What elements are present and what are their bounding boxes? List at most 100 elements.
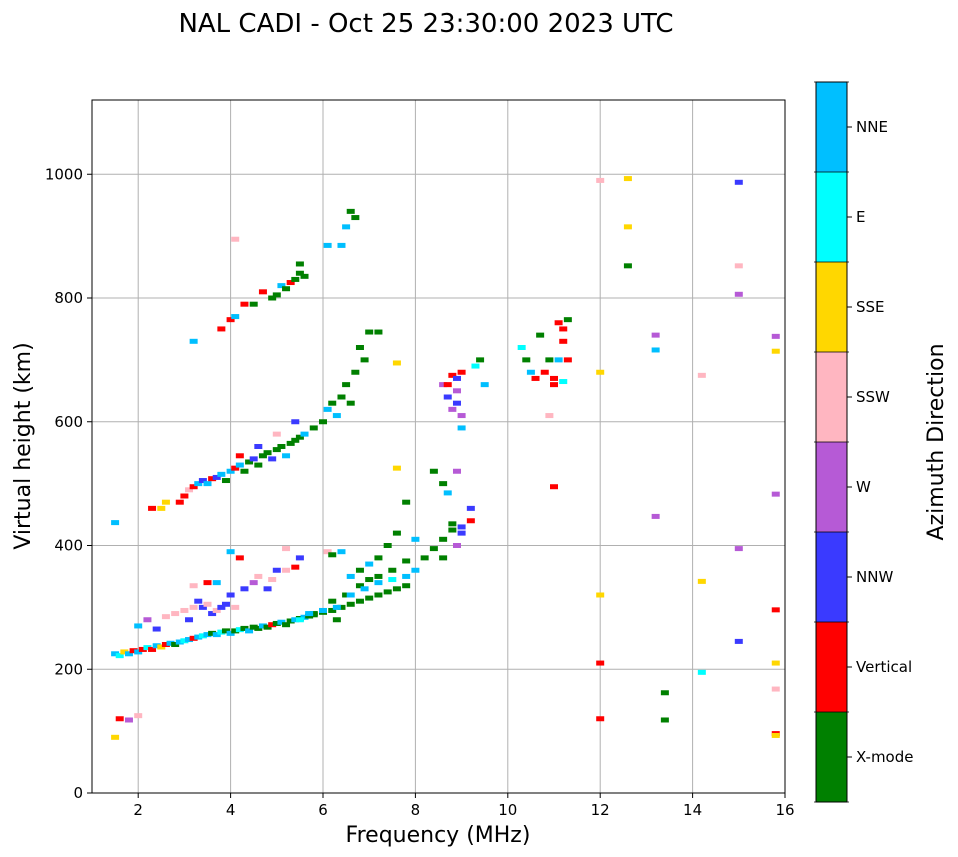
data-point-x-mode (171, 642, 180, 647)
data-point-w (124, 717, 133, 723)
data-point-e (471, 363, 480, 369)
colorbar-label-w: W (856, 478, 871, 496)
data-point-nne (346, 573, 355, 579)
data-point-nnw (452, 400, 461, 406)
x-tick-label: 10 (498, 801, 517, 819)
x-tick-label: 16 (775, 801, 794, 819)
data-point-vertical (268, 622, 277, 628)
data-point-vertical (189, 635, 198, 641)
data-point-x-mode (374, 555, 383, 561)
data-point-x-mode (231, 628, 240, 634)
data-point-nnw (249, 456, 258, 462)
data-point-x-mode (365, 595, 374, 601)
data-point-vertical (226, 317, 235, 323)
data-point-x-mode (272, 447, 281, 453)
data-point-nne (402, 573, 411, 579)
data-point-nnw (198, 478, 207, 484)
x-tick-label: 2 (133, 801, 143, 819)
data-point-x-mode (660, 717, 669, 723)
data-point-vertical (161, 642, 170, 647)
data-point-vertical (550, 484, 558, 490)
y-tick-label: 0 (73, 784, 83, 802)
data-point-sse (157, 505, 166, 511)
colorbar-label: Azimuth Direction (924, 343, 949, 540)
data-point-vertical (457, 369, 466, 375)
data-point-nne (217, 471, 226, 477)
data-point-nne (194, 481, 203, 487)
data-point-x-mode (300, 273, 309, 279)
data-point-x-mode (249, 624, 258, 630)
data-point-vertical (235, 453, 244, 459)
colorbar-segment (816, 172, 847, 262)
data-point-sse (120, 649, 129, 655)
data-point-w (452, 468, 461, 474)
data-point-x-mode (332, 617, 341, 623)
data-point-ssw (323, 549, 332, 555)
data-point-x-mode (291, 437, 300, 443)
x-tick-label: 8 (411, 801, 421, 819)
data-point-x-mode (295, 261, 304, 267)
data-point-nnw (452, 375, 461, 381)
data-point-ssw (134, 713, 143, 719)
data-point-nnw (295, 555, 304, 561)
data-point-x-mode (365, 577, 374, 583)
y-tick-label: 400 (54, 537, 83, 555)
data-point-x-mode (309, 611, 318, 617)
data-point-w (249, 580, 258, 586)
data-point-nnw (457, 530, 466, 536)
data-point-x-mode (388, 567, 397, 573)
data-point-x-mode (383, 543, 392, 548)
data-point-x-mode (374, 329, 383, 335)
colorbar-segment (816, 442, 847, 532)
data-point-nne (411, 536, 420, 542)
colorbar-label-nne: NNE (856, 118, 888, 136)
data-point-e (217, 629, 226, 635)
data-point-nne (175, 639, 184, 645)
data-point-x-mode (342, 382, 351, 388)
colorbar-segment (816, 352, 847, 442)
data-point-x-mode (360, 357, 369, 363)
data-point-nnw (254, 444, 263, 449)
data-point-nnw (185, 617, 194, 623)
data-point-x-mode (258, 453, 267, 459)
data-point-x-mode (328, 400, 337, 406)
data-point-vertical (180, 493, 189, 499)
data-point-nne (212, 580, 221, 586)
data-point-w (651, 332, 660, 338)
x-tick-label: 4 (226, 801, 236, 819)
y-tick-label: 200 (54, 660, 83, 678)
data-point-sse (392, 360, 401, 366)
data-point-nne (457, 425, 466, 431)
data-point-nnw (208, 611, 217, 617)
data-point-ssw (282, 546, 291, 552)
data-point-x-mode (286, 618, 295, 624)
data-point-x-mode (346, 601, 355, 607)
data-point-nne (203, 481, 212, 487)
data-point-sse (111, 734, 120, 740)
data-point-x-mode (420, 555, 429, 561)
data-point-sse (771, 348, 780, 354)
data-point-x-mode (263, 624, 272, 630)
data-point-nne (554, 357, 563, 363)
data-point-vertical (554, 320, 563, 326)
data-point-vertical (443, 382, 452, 388)
data-point-x-mode (282, 286, 291, 292)
x-tick-label: 12 (591, 801, 610, 819)
data-point-nne (134, 623, 143, 629)
data-point-nnw (221, 601, 230, 607)
data-points (111, 176, 780, 740)
data-point-nne (235, 462, 244, 468)
data-point-vertical (563, 357, 572, 363)
x-axis-label: Frequency (MHz) (346, 823, 531, 848)
data-point-nne (411, 567, 420, 573)
data-point-ssw (268, 577, 277, 583)
data-point-vertical (559, 338, 568, 344)
data-point-nnw (272, 567, 281, 573)
data-point-nne (337, 242, 346, 248)
colorbar-frame (815, 81, 848, 803)
data-point-vertical (148, 505, 157, 511)
data-point-e (115, 653, 124, 659)
data-point-ssw (545, 413, 554, 419)
data-point-x-mode (355, 345, 364, 350)
data-point-ssw (771, 686, 780, 692)
